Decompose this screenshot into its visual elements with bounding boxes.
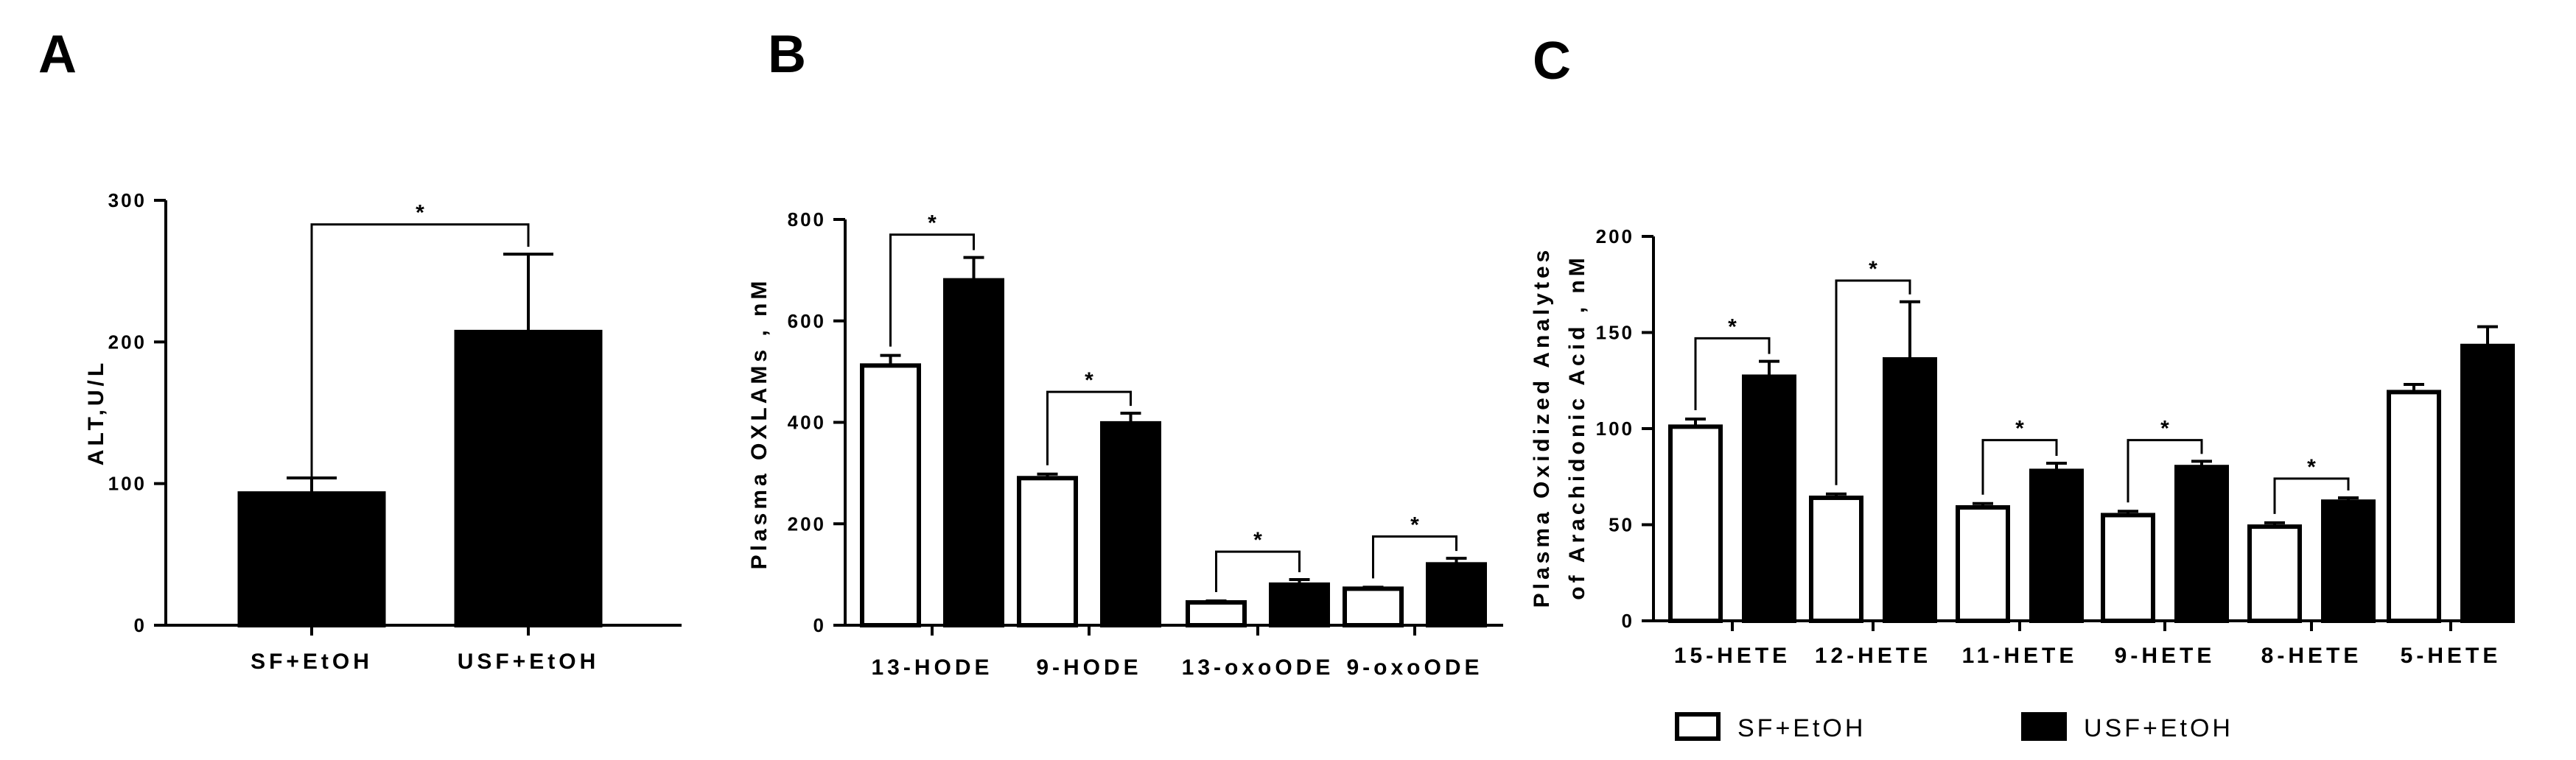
y-tick-label: 400	[788, 412, 826, 434]
chart-panel-b: 0 200 400 600 800 Plasma OXLAMs , nM 13-HODE 9-…	[747, 208, 1503, 680]
bar-sf	[1343, 586, 1404, 627]
significance-bracket	[2127, 439, 2203, 503]
bar-sf	[2387, 390, 2441, 623]
y-tick-label: 0	[1622, 610, 1634, 632]
legend: SF+EtOH USF+EtOH	[1675, 712, 2233, 742]
significance-label: *	[2015, 417, 2024, 441]
significance-label: *	[2307, 455, 2316, 479]
bar-usf	[1742, 374, 1796, 623]
x-tick-label: 15-HETE	[1674, 644, 1791, 668]
bar-sf	[860, 363, 921, 627]
chart-panel-a: 0 100 200 300 ALT,U/L SF+EtOH USF+EtOH *	[84, 189, 682, 674]
significance-bracket	[2273, 477, 2350, 514]
x-tick-label: 9-oxoODE	[1346, 655, 1483, 680]
panel-letter-a: A	[38, 25, 77, 84]
bar-usf	[2321, 499, 2376, 623]
significance-bracket	[1981, 439, 2058, 495]
significance-bracket	[310, 223, 530, 487]
bar-usf	[1883, 357, 1937, 623]
significance-label: *	[1728, 314, 1737, 339]
y-tick-label: 50	[1609, 514, 1634, 536]
bar-usf	[2029, 468, 2084, 623]
bar	[237, 491, 386, 627]
bar-usf	[1100, 421, 1161, 627]
y-tick-label: 800	[788, 208, 826, 231]
y-tick-label: 600	[788, 310, 826, 332]
legend-swatch-usf	[2021, 712, 2067, 741]
significance-bracket	[1046, 390, 1132, 465]
bar-sf	[2101, 513, 2155, 624]
significance-label: *	[2160, 417, 2169, 441]
x-tick-label: USF+EtOH	[458, 650, 600, 674]
bar	[454, 329, 603, 627]
bar-sf	[1017, 476, 1078, 628]
x-tick-label: 5-HETE	[2401, 644, 2502, 668]
significance-label: *	[1253, 528, 1262, 552]
y-axis-title: of Arachidonic Acid , nM	[1565, 254, 1589, 599]
chart-panel-c: 0 50 100 150 200 Plasma Oxidized Analytes of A…	[1530, 225, 2515, 668]
bar-usf	[1269, 582, 1330, 628]
significance-label: *	[416, 201, 424, 225]
significance-label: *	[1869, 257, 1877, 281]
bar-usf	[2174, 465, 2229, 624]
significance-bracket	[889, 233, 975, 347]
x-tick-label: 11-HETE	[1962, 644, 2078, 668]
x-tick-label: 9-HETE	[2115, 644, 2216, 668]
legend-label-usf: USF+EtOH	[2084, 714, 2233, 742]
y-tick-label: 100	[1596, 418, 1634, 440]
bar-usf	[2460, 343, 2515, 623]
y-tick-label: 200	[1596, 225, 1634, 247]
legend-swatch-sf	[1675, 712, 1721, 741]
x-tick-label: 9-HODE	[1036, 655, 1141, 680]
y-tick-label: 0	[134, 614, 147, 636]
significance-bracket	[1372, 535, 1457, 579]
significance-label: *	[928, 211, 937, 236]
y-tick-label: 100	[108, 473, 147, 495]
bar-sf	[2247, 524, 2302, 623]
y-tick-label: 200	[108, 331, 147, 353]
y-tick-label: 0	[813, 614, 826, 636]
x-tick-label: 13-HODE	[871, 655, 993, 680]
panel-letter-c: C	[1533, 32, 1571, 91]
panel-letter-b: B	[768, 25, 806, 84]
bar-usf	[1426, 562, 1487, 627]
legend-label-sf: SF+EtOH	[1737, 714, 1866, 742]
significance-bracket	[1215, 550, 1301, 592]
x-tick-label: 12-HETE	[1815, 644, 1931, 668]
significance-label: *	[1410, 513, 1419, 537]
x-tick-label: 8-HETE	[2261, 644, 2362, 668]
x-tick-label: 13-oxoODE	[1182, 655, 1334, 680]
y-tick-label: 150	[1596, 322, 1634, 344]
significance-bracket	[1835, 279, 1911, 485]
bar-usf	[943, 278, 1004, 627]
bar-sf	[1668, 424, 1723, 623]
significance-bracket	[1694, 337, 1771, 410]
x-tick-label: SF+EtOH	[251, 650, 373, 674]
y-axis-title: ALT,U/L	[84, 359, 108, 465]
bar-sf	[1956, 505, 2010, 624]
y-tick-label: 300	[108, 189, 147, 211]
y-axis-title: Plasma OXLAMs , nM	[747, 278, 771, 570]
bar-sf	[1186, 600, 1247, 627]
y-axis-title: Plasma Oxidized Analytes	[1530, 247, 1554, 608]
y-tick-label: 200	[788, 513, 826, 535]
significance-label: *	[1085, 368, 1093, 393]
bar-sf	[1809, 495, 1863, 624]
